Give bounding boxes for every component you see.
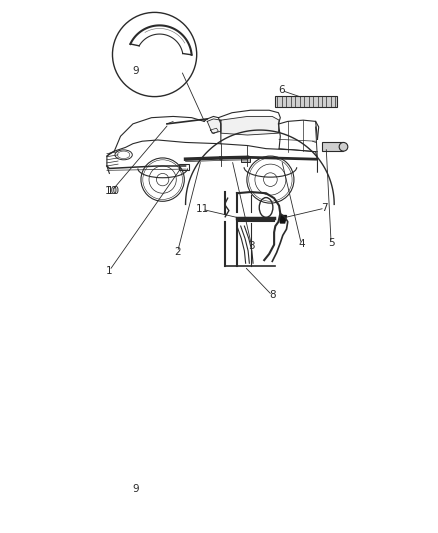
Text: 1: 1: [106, 265, 113, 276]
Text: 7: 7: [321, 203, 328, 213]
Text: 10: 10: [105, 186, 118, 196]
Bar: [241, 156, 250, 161]
Polygon shape: [221, 116, 279, 135]
Text: 10: 10: [106, 186, 120, 196]
Text: 11: 11: [196, 204, 209, 214]
Circle shape: [339, 142, 348, 151]
Bar: [180, 164, 189, 171]
Text: 5: 5: [328, 238, 335, 248]
Bar: [276, 96, 337, 107]
Bar: [322, 142, 343, 151]
Text: 8: 8: [269, 290, 276, 301]
Polygon shape: [280, 215, 286, 223]
Text: 6: 6: [278, 85, 285, 95]
Text: 3: 3: [248, 241, 255, 252]
Text: 9: 9: [132, 484, 139, 494]
Text: 9: 9: [133, 66, 139, 76]
Polygon shape: [207, 119, 221, 133]
Text: 2: 2: [174, 247, 181, 257]
Text: 4: 4: [298, 239, 305, 249]
